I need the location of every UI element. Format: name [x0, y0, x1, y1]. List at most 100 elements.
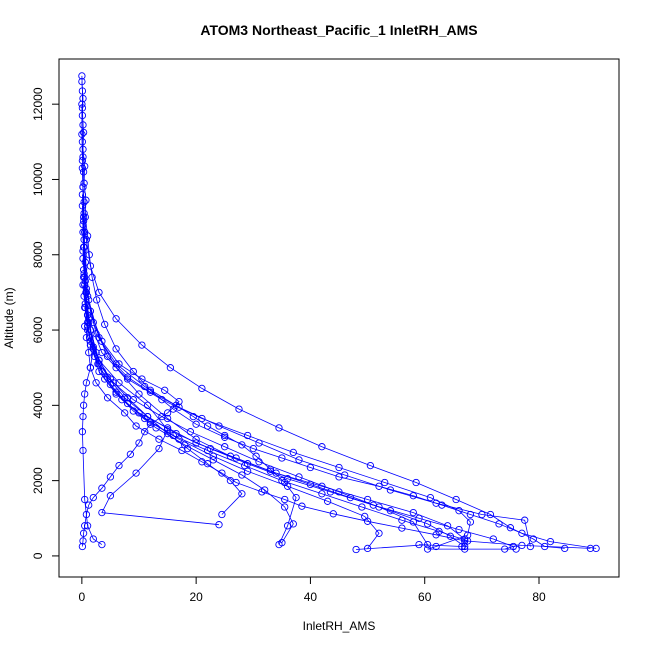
data-point — [363, 495, 372, 504]
series-line — [81, 81, 597, 549]
data-point — [95, 288, 103, 297]
data-point — [381, 478, 389, 487]
data-point — [80, 179, 88, 187]
data-point — [92, 330, 100, 338]
y-tick-label: 6000 — [31, 316, 45, 343]
data-point — [112, 360, 120, 368]
data-point — [79, 247, 87, 255]
data-point — [79, 183, 87, 191]
data-point — [326, 488, 335, 496]
data-point — [252, 452, 260, 460]
data-point — [141, 428, 149, 436]
series-16 — [79, 228, 517, 553]
data-point — [375, 529, 383, 537]
data-point — [112, 364, 120, 372]
data-point — [335, 463, 343, 472]
data-point — [243, 467, 252, 475]
data-point — [283, 482, 292, 490]
data-point — [101, 375, 109, 383]
data-point — [186, 428, 195, 436]
data-point — [79, 153, 87, 161]
data-point — [78, 156, 87, 165]
series-line — [83, 269, 297, 545]
data-point — [289, 448, 297, 457]
data-point — [238, 441, 246, 449]
data-point — [495, 520, 503, 528]
data-point — [93, 296, 101, 304]
data-point — [375, 482, 383, 490]
data-point — [78, 428, 87, 436]
data-point — [92, 348, 100, 357]
data-point — [415, 540, 423, 549]
data-point — [143, 401, 152, 409]
data-point — [215, 521, 223, 529]
data-point — [592, 544, 600, 553]
data-point — [189, 412, 197, 421]
series-line — [82, 224, 180, 547]
data-point — [98, 508, 106, 517]
data-point — [166, 364, 175, 372]
data-point — [192, 420, 200, 428]
data-point — [141, 382, 149, 391]
data-point — [81, 495, 89, 504]
data-point — [89, 493, 97, 502]
data-point — [526, 542, 535, 551]
data-point — [85, 348, 93, 357]
data-point — [318, 443, 326, 451]
y-tick-label: 0 — [31, 552, 45, 559]
data-point — [155, 444, 163, 453]
series-line — [82, 258, 517, 550]
data-point — [518, 529, 526, 537]
data-point — [115, 379, 123, 387]
data-point — [112, 345, 120, 353]
y-tick-label: 8000 — [31, 241, 45, 268]
data-point — [86, 364, 95, 372]
data-point — [366, 461, 375, 470]
data-point — [423, 545, 432, 553]
y-axis: 0 2000 4000 6000 8000 10000 12000 — [31, 87, 60, 559]
data-point — [226, 476, 235, 485]
data-point — [79, 537, 87, 545]
y-tick-label: 10000 — [31, 162, 45, 196]
x-tick-label: 60 — [418, 590, 432, 604]
series-line — [83, 220, 531, 547]
series-17 — [79, 273, 472, 553]
data-point — [79, 401, 88, 409]
data-point — [203, 446, 212, 455]
data-point — [209, 456, 217, 464]
data-point — [126, 450, 135, 458]
data-point — [241, 461, 249, 470]
data-point — [306, 463, 315, 472]
data-point — [79, 145, 87, 153]
series-line — [82, 194, 243, 515]
data-point — [518, 541, 526, 550]
data-point — [129, 407, 137, 415]
data-point — [80, 292, 88, 300]
series-14 — [78, 100, 569, 553]
data-point — [352, 545, 360, 554]
data-point — [135, 390, 143, 398]
data-point — [198, 384, 206, 393]
data-point — [112, 315, 120, 323]
data-point — [79, 273, 88, 281]
data-point — [79, 128, 88, 137]
data-point — [138, 375, 146, 383]
data-point — [363, 544, 372, 553]
data-point — [78, 72, 86, 80]
data-point — [281, 495, 289, 504]
data-point — [489, 535, 497, 543]
data-point — [79, 217, 88, 225]
data-point — [215, 422, 223, 430]
data-point — [218, 510, 226, 519]
data-point — [78, 130, 86, 138]
data-point — [261, 486, 269, 494]
data-point — [509, 542, 517, 551]
x-tick-label: 40 — [304, 590, 318, 604]
data-point — [561, 544, 569, 553]
data-point — [138, 341, 146, 349]
x-axis-label: InletRH_AMS — [303, 619, 376, 633]
data-point — [90, 352, 99, 361]
data-point — [409, 518, 417, 526]
data-point — [295, 456, 303, 464]
